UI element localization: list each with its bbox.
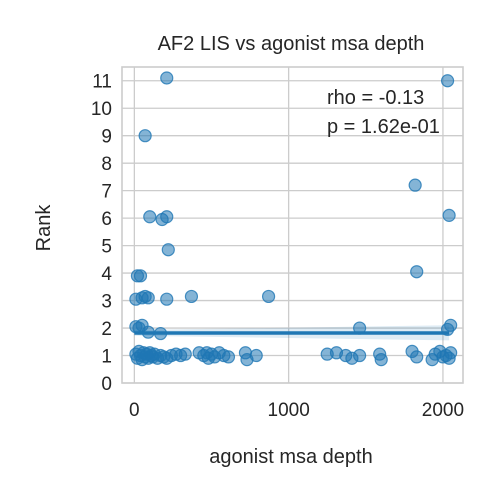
chart-title: AF2 LIS vs agonist msa depth xyxy=(158,33,425,55)
data-point xyxy=(141,291,155,305)
data-point xyxy=(261,289,276,304)
data-point xyxy=(442,208,456,222)
x-tick-label: 1000 xyxy=(268,400,310,421)
y-tick-label: 8 xyxy=(101,154,112,175)
y-tick-label: 0 xyxy=(101,374,112,395)
y-tick-label: 3 xyxy=(101,292,112,313)
y-tick-label: 7 xyxy=(101,182,112,203)
x-tick-label: 0 xyxy=(129,400,140,421)
data-point xyxy=(160,71,174,85)
data-points xyxy=(129,71,458,367)
p-value-annotation: p = 1.62e-01 xyxy=(327,116,440,138)
data-point xyxy=(138,129,152,143)
data-point xyxy=(221,350,236,364)
grid xyxy=(122,67,463,384)
data-point xyxy=(161,243,175,257)
y-tick-label: 4 xyxy=(101,264,112,285)
data-point xyxy=(249,348,263,363)
data-point xyxy=(133,269,148,283)
data-point xyxy=(353,348,367,363)
data-point xyxy=(410,265,424,279)
x-axis-label: agonist msa depth xyxy=(209,446,372,468)
data-point xyxy=(143,210,157,224)
y-tick-labels: 0 1 2 3 4 5 6 7 8 9 10 11 xyxy=(91,72,113,395)
data-point xyxy=(440,74,455,88)
y-tick-label: 5 xyxy=(101,237,112,258)
data-point xyxy=(160,210,174,224)
x-tick-label: 2000 xyxy=(422,400,464,421)
rho-annotation: rho = -0.13 xyxy=(327,87,424,109)
y-tick-label: 9 xyxy=(101,127,112,148)
data-point xyxy=(374,353,388,367)
data-point xyxy=(408,178,422,192)
data-point xyxy=(178,347,192,361)
y-tick-label: 6 xyxy=(101,209,112,230)
y-tick-label: 10 xyxy=(91,99,112,120)
y-tick-label: 1 xyxy=(101,347,112,368)
x-tick-labels: 0 1000 2000 xyxy=(129,400,464,421)
data-point xyxy=(184,289,199,304)
y-tick-label: 2 xyxy=(101,319,112,340)
y-axis-label: Rank xyxy=(33,204,55,252)
data-point xyxy=(160,292,174,306)
y-tick-label: 11 xyxy=(92,72,112,93)
data-point xyxy=(444,346,458,360)
plot-frame xyxy=(121,66,464,384)
data-point xyxy=(410,350,424,364)
